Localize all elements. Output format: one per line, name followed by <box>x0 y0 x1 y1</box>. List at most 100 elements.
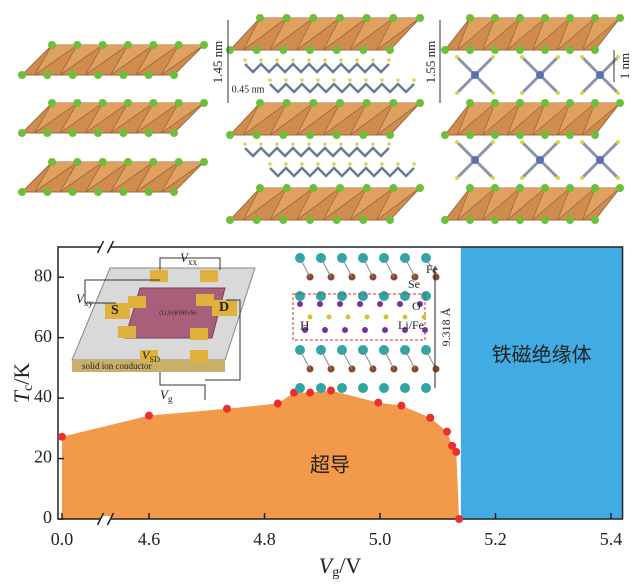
atom <box>226 216 234 224</box>
atom <box>48 41 56 49</box>
atom <box>119 71 128 79</box>
atom <box>149 99 158 107</box>
source-label: S <box>111 303 119 318</box>
h-atom <box>364 78 368 82</box>
o-atom <box>417 301 423 307</box>
atom <box>94 71 102 79</box>
superconducting-area <box>62 390 460 519</box>
o-atom <box>297 301 303 307</box>
slab-edge <box>160 44 205 76</box>
atom <box>541 99 549 107</box>
h-atom <box>616 55 620 59</box>
vxy-label: Vxy <box>76 291 94 308</box>
bond <box>341 349 353 370</box>
molecule-chain <box>244 146 390 158</box>
atom <box>516 216 524 224</box>
molecule-center <box>596 156 604 164</box>
slab-edge <box>59 102 103 134</box>
atom <box>416 14 424 22</box>
atom <box>616 99 624 107</box>
bond <box>425 349 437 370</box>
atom <box>332 216 341 224</box>
atom <box>516 46 524 54</box>
atom <box>98 99 107 107</box>
h-atom <box>520 91 524 95</box>
bond <box>299 257 311 278</box>
o-atom <box>322 327 328 333</box>
y-label-sub: c <box>21 385 36 391</box>
slab-edge <box>322 102 367 136</box>
o-atom <box>302 327 308 333</box>
h-atom <box>259 58 263 62</box>
li-atom <box>307 314 313 320</box>
atom <box>200 99 208 107</box>
slab-edge <box>34 161 78 193</box>
h-atom <box>396 162 400 166</box>
x-label-unit: /V <box>339 553 361 578</box>
atom <box>226 46 234 54</box>
wiring <box>84 257 241 400</box>
atom <box>541 131 549 139</box>
atom <box>566 14 574 22</box>
atom <box>94 129 102 137</box>
data-point <box>397 401 406 410</box>
axis-break-gap <box>100 244 111 250</box>
o-atom <box>362 327 368 333</box>
fe-label: Fe <box>426 262 438 276</box>
slab-edge <box>482 17 521 51</box>
dimension-label: 1.55 nm <box>423 41 438 84</box>
se-atom <box>295 291 305 301</box>
contact <box>190 328 208 340</box>
slab-edge <box>482 102 521 136</box>
h-atom <box>412 162 416 166</box>
atom <box>616 14 624 22</box>
slab-edge <box>349 102 394 136</box>
atom <box>516 131 524 139</box>
h-atom <box>580 91 584 95</box>
h-atom <box>580 176 584 180</box>
atom <box>144 188 153 196</box>
vxy-label-symbol: V <box>76 291 86 306</box>
atom <box>359 46 368 54</box>
h-atom <box>348 78 352 82</box>
slab-edge <box>507 17 546 51</box>
contact <box>196 294 214 306</box>
insulator-region <box>460 247 623 519</box>
o-atom <box>317 301 323 307</box>
h-atom <box>556 176 560 180</box>
h-atom <box>284 162 288 166</box>
h-atom <box>259 142 263 146</box>
contact <box>105 303 130 319</box>
atom <box>359 216 368 224</box>
atom <box>279 46 288 54</box>
slab-edge <box>242 17 287 51</box>
vsd-label-sub: SD <box>149 355 160 364</box>
atom <box>591 131 599 139</box>
atom <box>68 188 77 196</box>
o-atom <box>397 301 403 307</box>
bond <box>362 257 374 278</box>
slab-edge <box>557 102 596 136</box>
atom <box>174 158 183 166</box>
slab-edge <box>59 44 103 76</box>
h-atom <box>268 78 272 82</box>
data-point <box>273 399 282 408</box>
x-tick-label: 0.0 <box>51 529 74 549</box>
life-label: Li/Fe <box>398 318 424 332</box>
h-atom <box>355 58 359 62</box>
se-atom <box>316 291 326 301</box>
h-atom <box>455 140 459 144</box>
region-label: 铁磁绝缘体 <box>492 343 592 367</box>
atom <box>94 188 102 196</box>
se-atom <box>337 383 347 393</box>
data-point <box>426 413 435 422</box>
h-atom <box>307 58 311 62</box>
contact <box>212 300 237 316</box>
y-tick-label: 40 <box>34 386 52 406</box>
atom <box>491 216 499 224</box>
o-atom <box>402 327 408 333</box>
h-atom <box>268 162 272 166</box>
molecule-chain <box>269 166 415 178</box>
x-axis-label: Vg/V <box>319 553 362 580</box>
